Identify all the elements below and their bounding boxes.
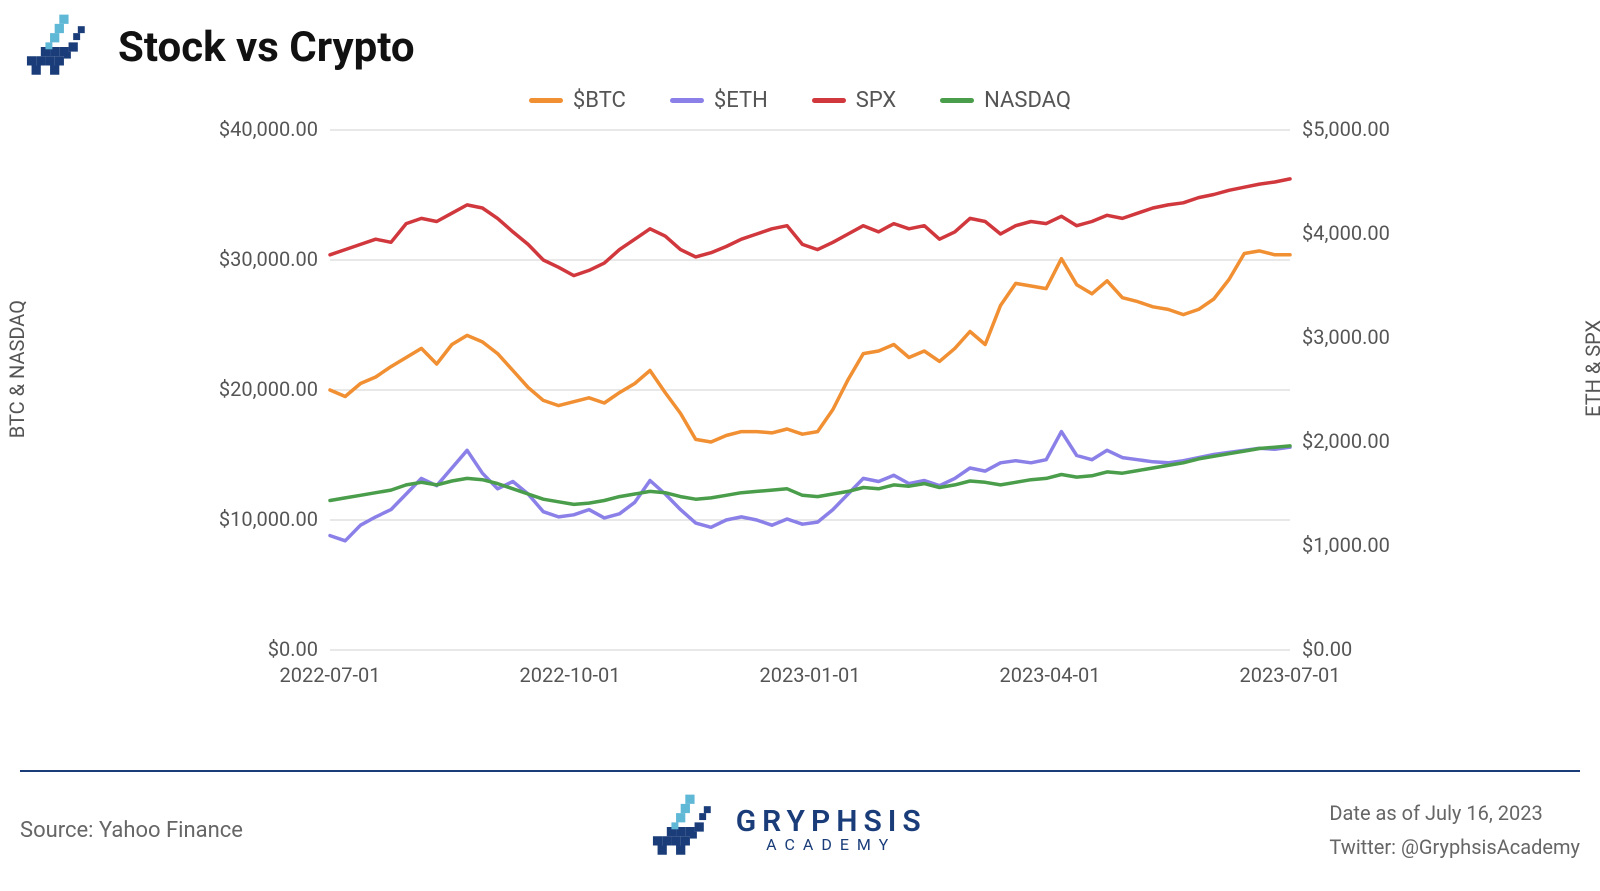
legend-label: $BTC xyxy=(573,88,626,113)
legend-label: NASDAQ xyxy=(984,88,1071,113)
y-axis-left-label: BTC & NASDAQ xyxy=(5,300,29,438)
legend-swatch xyxy=(529,98,563,103)
header: Stock vs Crypto xyxy=(20,10,415,84)
legend-item: $ETH xyxy=(670,88,768,113)
svg-text:$5,000.00: $5,000.00 xyxy=(1302,120,1390,141)
legend-swatch xyxy=(670,98,704,103)
footer-date: Date as of July 16, 2023 xyxy=(1329,801,1580,825)
svg-text:$2,000.00: $2,000.00 xyxy=(1302,429,1390,453)
chart-area: BTC & NASDAQ ETH & SPX $0.00$10,000.00$2… xyxy=(160,120,1440,720)
footer: Source: Yahoo Finance xyxy=(20,785,1580,875)
legend-label: $ETH xyxy=(714,88,768,113)
brand-subtitle: ACADEMY xyxy=(736,837,927,853)
y-axis-right-label: ETH & SPX xyxy=(1581,320,1600,417)
svg-text:$10,000.00: $10,000.00 xyxy=(219,507,318,531)
legend-item: NASDAQ xyxy=(940,88,1071,113)
line-chart-svg: $0.00 $10,000.00 $20,000.00 $30,000.00 $40,0… xyxy=(160,120,1440,720)
brand-name: GRYPHSIS xyxy=(736,807,927,837)
legend: $BTC $ETH SPX NASDAQ xyxy=(0,88,1600,113)
svg-text:2023-07-01: 2023-07-01 xyxy=(1240,663,1341,687)
svg-text:2023-04-01: 2023-04-01 xyxy=(1000,663,1101,687)
legend-item: SPX xyxy=(812,88,896,113)
svg-text:$0.00: $0.00 xyxy=(1302,637,1352,661)
svg-text:$40,000.00: $40,000.00 xyxy=(219,120,318,141)
footer-twitter: Twitter: @GryphsisAcademy xyxy=(1329,835,1580,859)
legend-label: SPX xyxy=(856,88,896,113)
chart-title: Stock vs Crypto xyxy=(118,23,415,72)
footer-source: Source: Yahoo Finance xyxy=(20,818,243,843)
legend-swatch xyxy=(940,98,974,103)
svg-text:2022-10-01: 2022-10-01 xyxy=(520,663,621,687)
gryphsis-logo-icon xyxy=(20,10,94,84)
legend-item: $BTC xyxy=(529,88,626,113)
legend-swatch xyxy=(812,98,846,103)
footer-brand: GRYPHSIS ACADEMY xyxy=(646,790,927,870)
svg-text:$20,000.00: $20,000.00 xyxy=(219,377,318,401)
svg-text:$3,000.00: $3,000.00 xyxy=(1302,325,1390,349)
footer-separator xyxy=(20,770,1580,772)
svg-text:$0.00: $0.00 xyxy=(268,637,318,661)
page-root: Stock vs Crypto $BTC $ETH SPX NASDAQ BTC & … xyxy=(0,0,1600,891)
svg-text:$1,000.00: $1,000.00 xyxy=(1302,533,1390,557)
gryphsis-logo-icon xyxy=(646,790,720,870)
svg-text:2022-07-01: 2022-07-01 xyxy=(280,663,381,687)
svg-text:$4,000.00: $4,000.00 xyxy=(1302,221,1390,245)
svg-text:2023-01-01: 2023-01-01 xyxy=(760,663,861,687)
svg-text:$30,000.00: $30,000.00 xyxy=(219,247,318,271)
